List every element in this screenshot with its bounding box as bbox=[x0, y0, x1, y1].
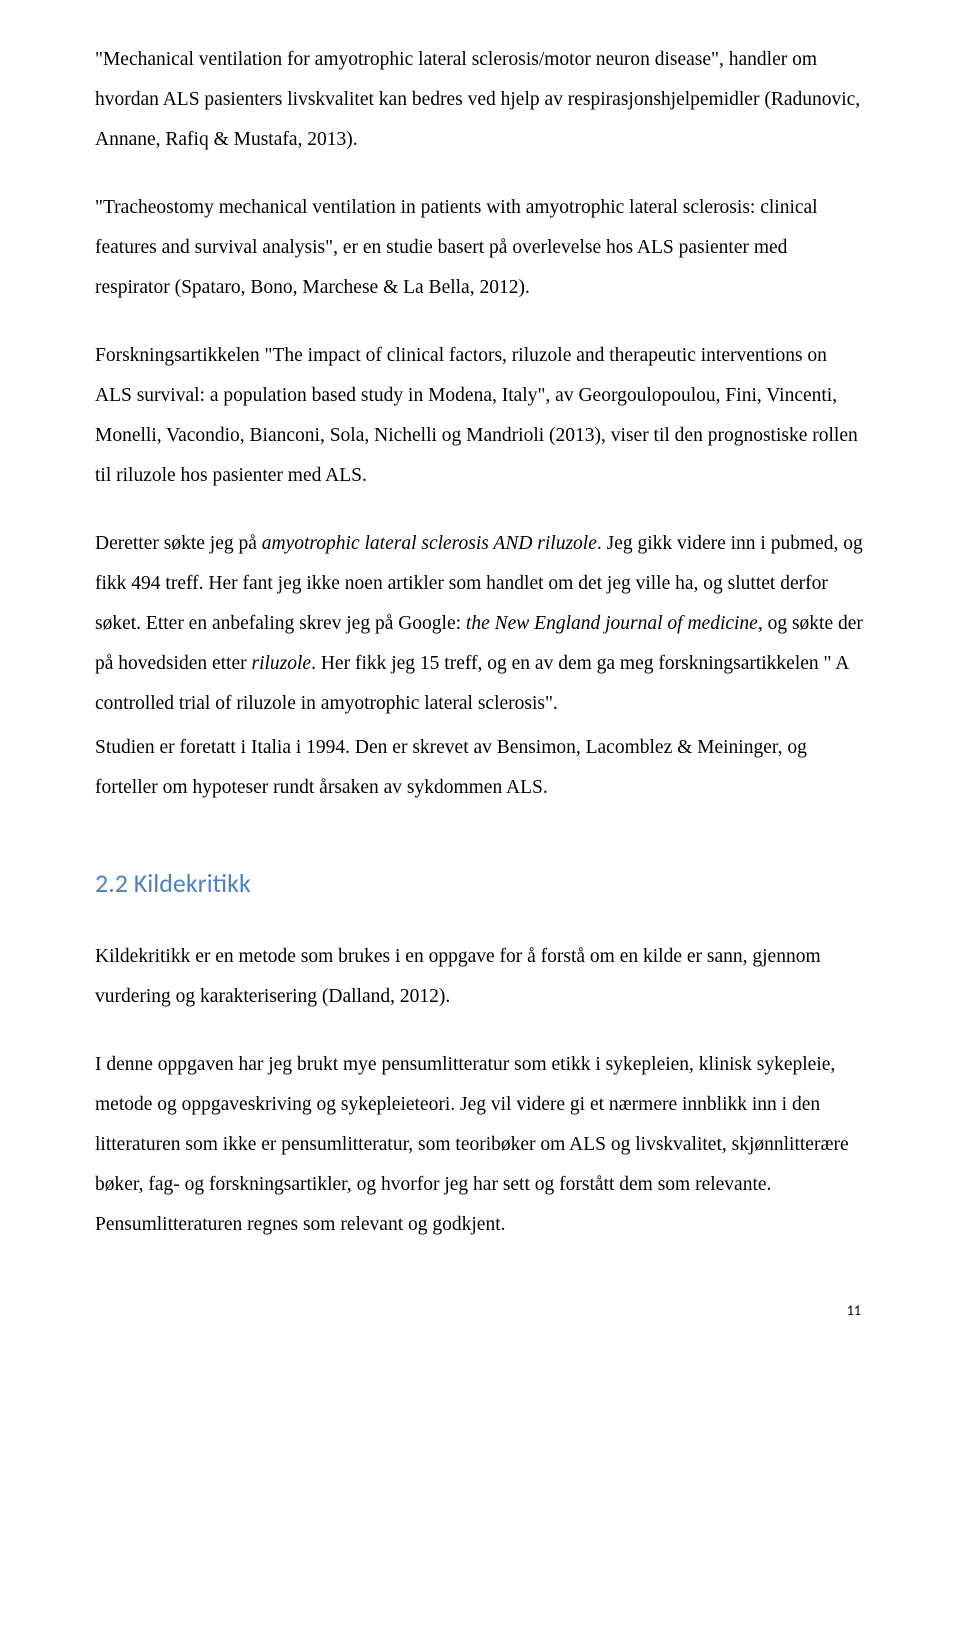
section-heading-kildekritikk: 2.2 Kildekritikk bbox=[95, 857, 865, 910]
italic-term: riluzole bbox=[252, 653, 312, 674]
italic-term: the New England journal of medicine, bbox=[466, 613, 768, 634]
italic-term: amyotrophic lateral sclerosis AND riluzo… bbox=[262, 533, 597, 554]
text-run: Deretter søkte jeg på bbox=[95, 533, 262, 554]
paragraph-7: I denne oppgaven har jeg brukt mye pensu… bbox=[95, 1045, 865, 1245]
paragraph-4: Deretter søkte jeg på amyotrophic latera… bbox=[95, 524, 865, 724]
paragraph-2: "Tracheostomy mechanical ventilation in … bbox=[95, 188, 865, 308]
paragraph-3: Forskningsartikkelen "The impact of clin… bbox=[95, 336, 865, 496]
document-page: "Mechanical ventilation for amyotrophic … bbox=[0, 0, 960, 1355]
paragraph-1: "Mechanical ventilation for amyotrophic … bbox=[95, 40, 865, 160]
page-number: 11 bbox=[95, 1297, 865, 1326]
paragraph-6: Kildekritikk er en metode som brukes i e… bbox=[95, 937, 865, 1017]
paragraph-5: Studien er foretatt i Italia i 1994. Den… bbox=[95, 728, 865, 808]
